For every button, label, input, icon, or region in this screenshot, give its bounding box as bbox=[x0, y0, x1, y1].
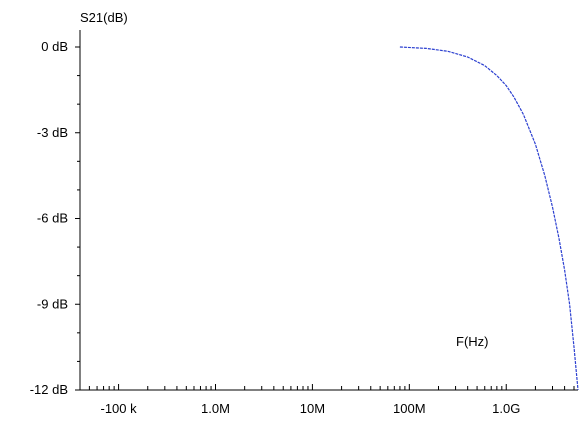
series-group bbox=[399, 46, 579, 391]
y-tick-label: -3 dB bbox=[37, 125, 68, 140]
y-tick-label: -6 dB bbox=[37, 211, 68, 226]
x-tick-label: 1.0M bbox=[201, 401, 230, 416]
x-tick-label: -100 k bbox=[100, 401, 137, 416]
x-tick-label: 1.0G bbox=[492, 401, 520, 416]
x-tick-label: 100M bbox=[393, 401, 426, 416]
y-tick-label: -9 dB bbox=[37, 296, 68, 311]
x-axis-title: F(Hz) bbox=[456, 334, 489, 349]
x-tick-label: 10M bbox=[300, 401, 325, 416]
y-axis-title: S21(dB) bbox=[80, 10, 128, 25]
y-ticks: 0 dB -3 dB -6 dB -9 dB -12 dB bbox=[30, 39, 80, 397]
x-ticks: -100 k 1.0M 10M 100M 1.0G bbox=[79, 384, 575, 416]
y-tick-label: 0 dB bbox=[41, 39, 68, 54]
series-line bbox=[399, 46, 579, 391]
y-tick-label: -12 dB bbox=[30, 382, 68, 397]
